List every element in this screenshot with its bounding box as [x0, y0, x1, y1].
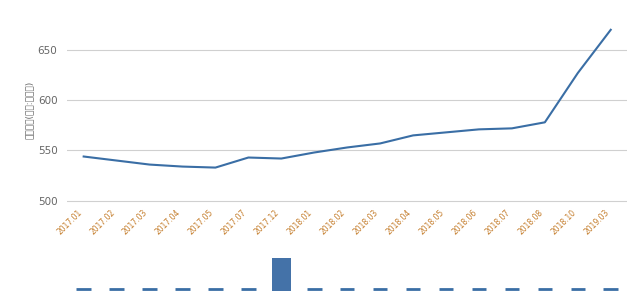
- Text: 2017.04: 2017.04: [154, 208, 182, 237]
- Bar: [272, 258, 291, 291]
- Text: 2017.01: 2017.01: [55, 208, 84, 237]
- Text: 2018.01: 2018.01: [286, 208, 314, 237]
- Text: 2018.04: 2018.04: [385, 208, 413, 237]
- Text: 2018.02: 2018.02: [319, 208, 347, 237]
- Text: 2018.07: 2018.07: [483, 208, 512, 237]
- Text: 2017.03: 2017.03: [121, 208, 150, 237]
- Text: 2018.03: 2018.03: [352, 208, 380, 237]
- Y-axis label: 거래금액(단위:백만원): 거래금액(단위:백만원): [24, 81, 33, 139]
- Text: 2017.02: 2017.02: [88, 208, 116, 237]
- Text: 2019.03: 2019.03: [582, 208, 611, 237]
- Text: 2018.06: 2018.06: [451, 208, 479, 237]
- Text: 2017.12: 2017.12: [253, 208, 282, 237]
- Text: 2018.10: 2018.10: [549, 208, 578, 237]
- Text: 2018.08: 2018.08: [516, 208, 545, 237]
- Text: 2017.05: 2017.05: [187, 208, 216, 237]
- Text: 2018.05: 2018.05: [417, 208, 446, 237]
- Text: 2017.07: 2017.07: [220, 208, 248, 237]
